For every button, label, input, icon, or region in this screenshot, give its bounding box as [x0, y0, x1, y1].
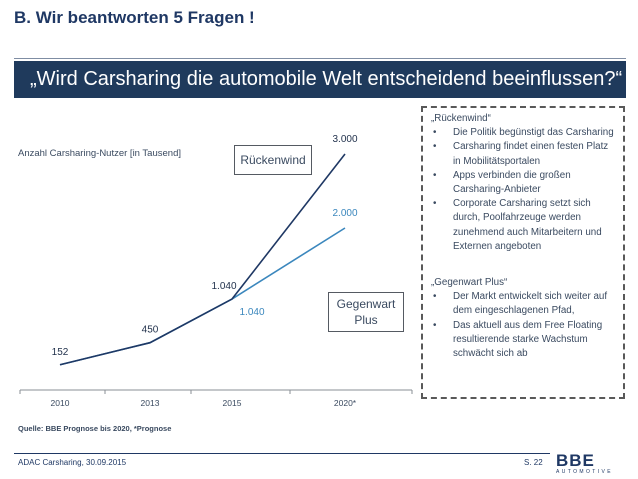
gegenwart-label-line2: Plus [354, 313, 378, 327]
series-line-gegenwart-plus [59, 227, 346, 366]
footer-text: ADAC Carsharing, 30.09.2015 [18, 458, 127, 467]
chart-y-axis-label: Anzahl Carsharing-Nutzer [in Tausend] [18, 148, 181, 159]
list-item: • Der Markt entwickelt sich weiter auf de… [431, 290, 617, 318]
chart-source-note: Quelle: BBE Prognose bis 2020, *Prognose [18, 424, 172, 433]
series-line-rueckenwind [59, 153, 346, 366]
list-item: • Corporate Carsharing setzt sich durch, … [431, 197, 617, 254]
x-tick-label: 2013 [141, 398, 160, 408]
data-label: 3.000 [332, 134, 357, 145]
gegenwart-plus-label-box: Gegenwart Plus [328, 292, 404, 332]
question-banner: „Wird Carsharing die automobile Welt ent… [14, 61, 626, 98]
bullet-icon: • [433, 169, 437, 181]
page-number: S. 22 [524, 458, 543, 467]
gegenwart-label-line1: Gegenwart [336, 297, 396, 311]
data-label: 450 [142, 325, 159, 336]
list-item: • Apps verbinden die großen Carsharing-An… [431, 169, 617, 197]
notes-section1-list: • Die Politik begünstigt das Carsharing •… [431, 126, 617, 254]
notes-section2-list: • Der Markt entwickelt sich weiter auf de… [431, 290, 617, 361]
rueckenwind-label-box: Rückenwind [234, 145, 312, 175]
title-divider [14, 58, 626, 59]
list-item-text: Corporate Carsharing setzt sich durch, P… [453, 198, 602, 252]
list-item-text: Der Markt entwickelt sich weiter auf dem… [453, 291, 608, 317]
list-item-text: Apps verbinden die großen Carsharing-Anb… [453, 169, 571, 196]
notes-section2-title: „Gegenwart Plus“ [431, 277, 508, 289]
bullet-icon: • [433, 319, 437, 331]
list-item-text: Die Politik begünstigt das Carsharing [453, 127, 614, 139]
list-item-text: Carsharing findet einen festen Platz in … [453, 141, 609, 167]
bullet-icon: • [433, 198, 437, 210]
data-label: 2.000 [332, 208, 357, 219]
logo-wordmark: BBE [556, 451, 595, 470]
line-chart: 2010 2013 2015 2020* 152 450 1.040 3.000 1.040 2.… [19, 134, 413, 408]
bullet-icon: • [433, 291, 437, 303]
list-item-text: Das aktuell aus dem Free Floating result… [453, 319, 603, 360]
data-label: 1.040 [211, 281, 236, 292]
list-item: • Carsharing findet einen festen Platz in… [431, 140, 617, 168]
scenario-notes-box: „Rückenwind“ • Die Politik begünstigt das… [421, 106, 625, 399]
bullet-icon: • [433, 141, 437, 153]
notes-section1-title: „Rückenwind“ [431, 113, 491, 124]
list-item: • Die Politik begünstigt das Carsharing [431, 126, 617, 140]
logo-subtitle: AUTOMOTIVE [556, 469, 613, 475]
rueckenwind-label: Rückenwind [240, 153, 306, 167]
x-tick-label: 2010 [51, 398, 70, 408]
footer-divider [14, 453, 550, 454]
data-label: 1.040 [239, 307, 264, 318]
page-title: B. Wir beantworten 5 Fragen ! [14, 8, 255, 27]
list-item: • Das aktuell aus dem Free Floating resul… [431, 319, 617, 362]
data-label: 152 [52, 347, 69, 358]
bbe-automotive-logo: BBE AUTOMOTIVE [556, 452, 630, 476]
x-tick-label: 2015 [223, 398, 242, 408]
bullet-icon: • [433, 127, 437, 139]
x-tick-label: 2020* [334, 398, 357, 408]
